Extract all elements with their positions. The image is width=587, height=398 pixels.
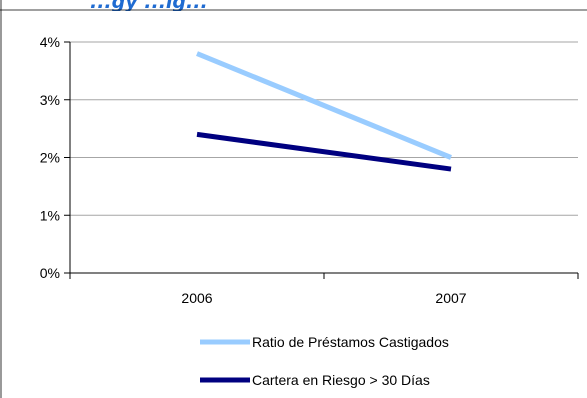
series-line-2 (196, 131, 452, 172)
legend-label: Cartera en Riesgo > 30 Días (252, 372, 430, 388)
y-tick-label: 4% (40, 34, 60, 50)
y-tick-label: 2% (40, 150, 60, 166)
y-tick-label: 0% (40, 265, 60, 281)
gridlines (70, 41, 578, 216)
x-tick-label: 2006 (181, 290, 212, 306)
axes: 0% 1% 2% 3% 4% 2006 2007 (40, 34, 579, 306)
series-lines (196, 51, 452, 172)
chart-title-text: ...gy ...ig... (90, 0, 208, 11)
legend-label: Ratio de Préstamos Castigados (252, 334, 449, 350)
chart-title-partial: ...gy ...ig... (0, 0, 587, 11)
y-tick-label: 1% (40, 207, 60, 223)
series-line-1 (196, 51, 452, 160)
legend: Ratio de Préstamos Castigados Cartera en … (200, 334, 449, 388)
x-tick-label: 2007 (435, 290, 466, 306)
y-tick-label: 3% (40, 92, 60, 108)
